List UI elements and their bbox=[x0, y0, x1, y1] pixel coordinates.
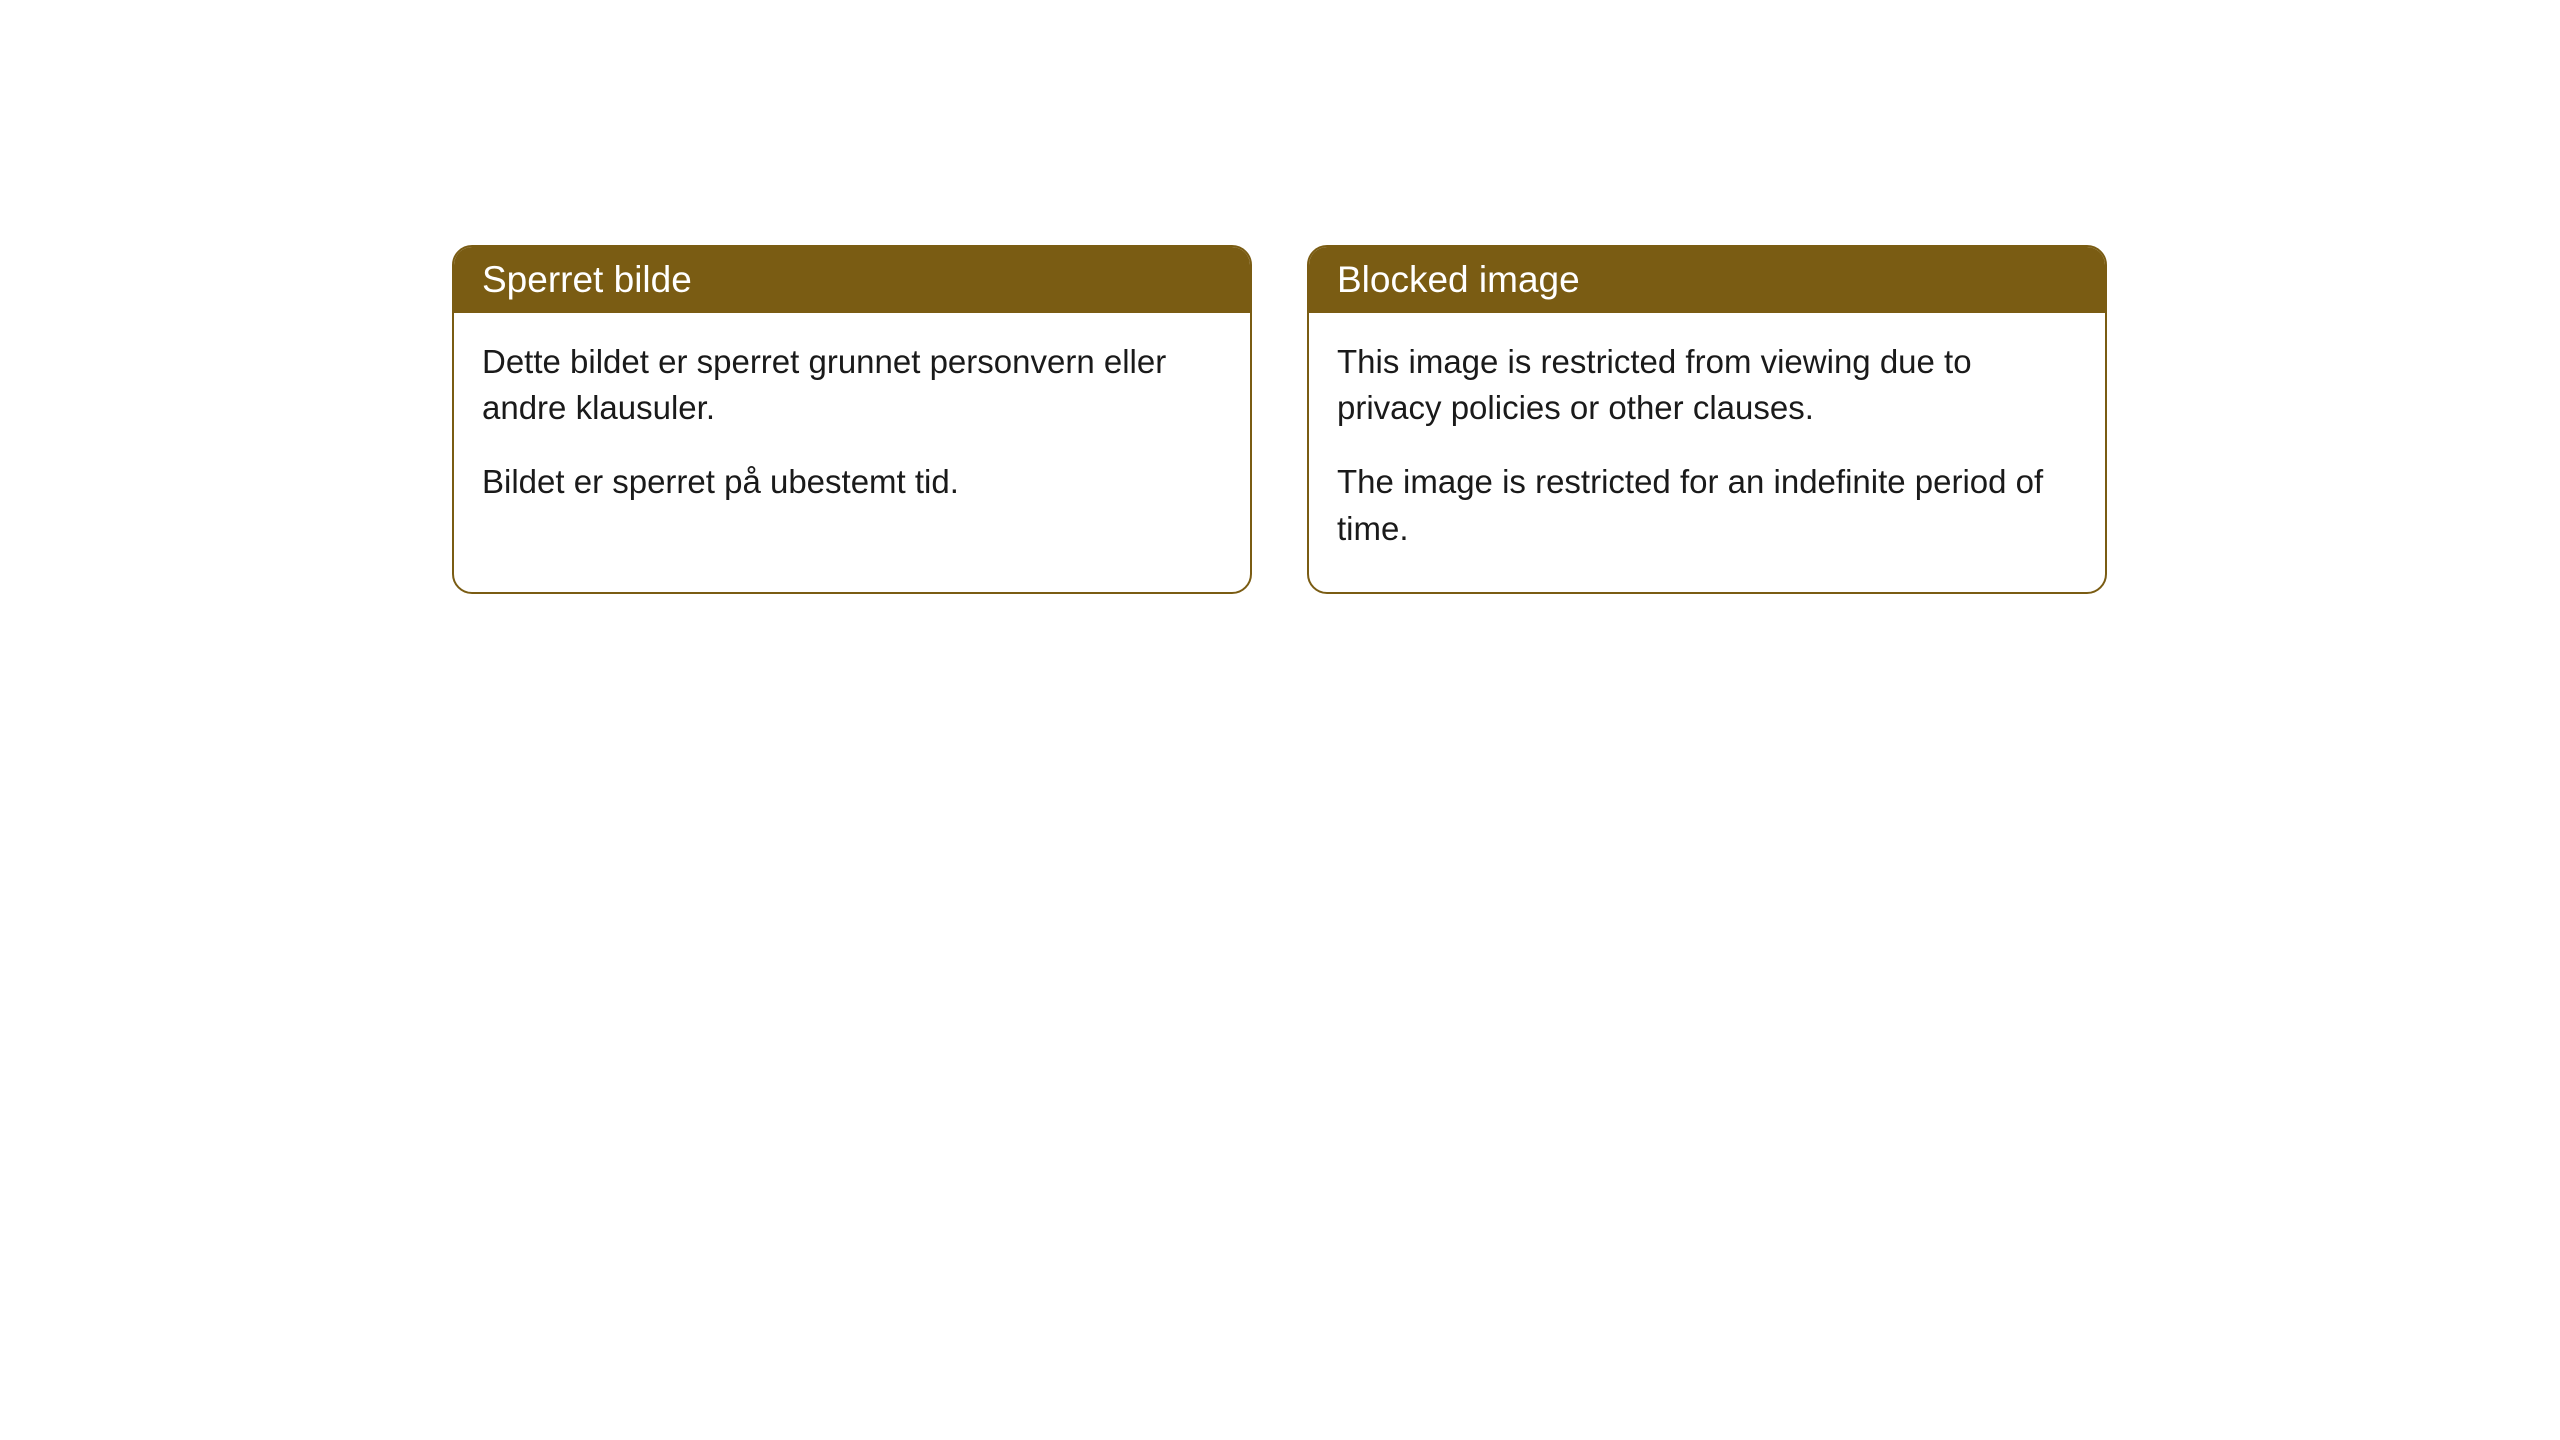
card-paragraph: The image is restricted for an indefinit… bbox=[1337, 459, 2077, 551]
card-english: Blocked image This image is restricted f… bbox=[1307, 245, 2107, 594]
card-paragraph: This image is restricted from viewing du… bbox=[1337, 339, 2077, 431]
card-body-english: This image is restricted from viewing du… bbox=[1309, 313, 2105, 592]
card-paragraph: Bildet er sperret på ubestemt tid. bbox=[482, 459, 1222, 505]
cards-container: Sperret bilde Dette bildet er sperret gr… bbox=[452, 245, 2560, 594]
card-body-norwegian: Dette bildet er sperret grunnet personve… bbox=[454, 313, 1250, 546]
card-header-norwegian: Sperret bilde bbox=[454, 247, 1250, 313]
card-header-english: Blocked image bbox=[1309, 247, 2105, 313]
card-paragraph: Dette bildet er sperret grunnet personve… bbox=[482, 339, 1222, 431]
card-norwegian: Sperret bilde Dette bildet er sperret gr… bbox=[452, 245, 1252, 594]
